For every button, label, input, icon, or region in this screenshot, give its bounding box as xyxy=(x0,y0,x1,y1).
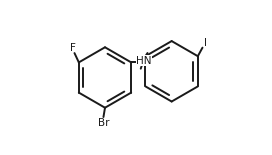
Text: I: I xyxy=(204,38,207,48)
Text: HN: HN xyxy=(136,56,152,66)
Text: Br: Br xyxy=(98,118,109,128)
Text: F: F xyxy=(70,43,76,53)
